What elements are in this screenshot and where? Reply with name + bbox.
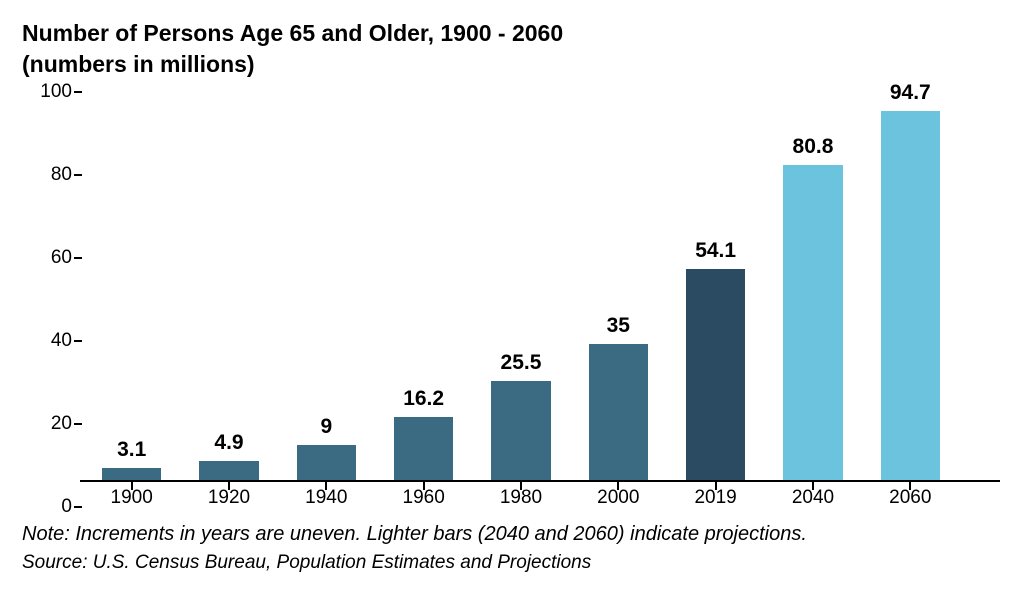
bar-group: 35: [589, 314, 648, 481]
bar-value-label: 80.8: [793, 135, 834, 159]
x-axis-label: 2060: [881, 487, 940, 509]
x-axis-label: 1900: [102, 487, 161, 509]
bar-group: 54.1: [686, 239, 745, 480]
y-tick-label: 100: [40, 81, 72, 103]
bar-group: 9: [297, 415, 356, 480]
bar-group: 16.2: [394, 387, 453, 480]
bar-group: 25.5: [491, 351, 550, 480]
bar: [102, 468, 161, 480]
y-tick-label: 80: [51, 164, 72, 186]
bar-value-label: 9: [320, 415, 332, 439]
bar-value-label: 3.1: [117, 438, 146, 462]
bar: [589, 344, 648, 481]
x-axis-labels: 1900 1920 1940 1960 1980 2000 2019 2040 2060: [80, 487, 1000, 509]
bar-value-label: 94.7: [890, 81, 931, 105]
x-axis-label: 2040: [783, 487, 842, 509]
bar: [881, 111, 940, 480]
bar: [297, 445, 356, 480]
bar: [199, 461, 258, 480]
bar-group: 3.1: [102, 438, 161, 480]
bar-group: 80.8: [783, 135, 842, 480]
x-axis-label: 2000: [589, 487, 648, 509]
x-axis-label: 1960: [394, 487, 453, 509]
bar-value-label: 25.5: [501, 351, 542, 375]
x-axis-label: 2019: [686, 487, 745, 509]
title-line-1: Number of Persons Age 65 and Older, 1900…: [22, 20, 563, 46]
bar-value-label: 4.9: [214, 431, 243, 455]
y-axis: 0 20 40 60 80 100: [30, 92, 80, 507]
y-tick-label: 60: [51, 247, 72, 269]
bar-value-label: 16.2: [403, 387, 444, 411]
title-line-2: (numbers in millions): [22, 51, 255, 77]
chart-source: Source: U.S. Census Bureau, Population E…: [22, 552, 1002, 574]
plot-region: 3.14.9916.225.53554.180.894.7: [80, 92, 1000, 482]
x-axis-label: 1920: [199, 487, 258, 509]
y-tick-label: 0: [61, 496, 72, 518]
bar-group: 4.9: [199, 431, 258, 480]
x-axis-label: 1940: [297, 487, 356, 509]
bar: [783, 165, 842, 480]
x-axis-label: 1980: [491, 487, 550, 509]
bar: [394, 417, 453, 480]
y-tick-label: 20: [51, 413, 72, 435]
chart-title: Number of Persons Age 65 and Older, 1900…: [22, 18, 1002, 80]
bar-group: 94.7: [881, 81, 940, 480]
chart-area: 0 20 40 60 80 100 3.1 4.9 9 16.2 25.5 35 54.1 8…: [30, 92, 1000, 507]
bar-value-label: 35: [607, 314, 630, 338]
bar-value-label: 54.1: [695, 239, 736, 263]
bars-container: 3.14.9916.225.53554.180.894.7: [80, 92, 1000, 480]
bar: [491, 381, 550, 480]
bar: [686, 269, 745, 480]
chart-note: Note: Increments in years are uneven. Li…: [22, 521, 1002, 548]
y-tick-label: 40: [51, 330, 72, 352]
